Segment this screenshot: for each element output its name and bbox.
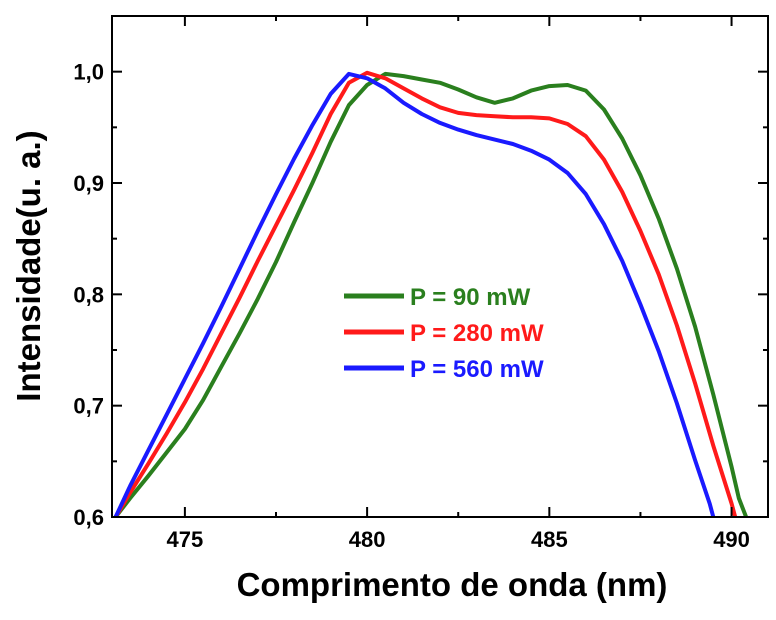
y-tick-label: 0,8 — [73, 282, 104, 307]
series-line-2 — [113, 70, 738, 517]
plot-frame — [111, 15, 769, 518]
series-line-1 — [113, 71, 749, 517]
x-tick-label: 480 — [349, 527, 386, 552]
y-tick-label: 0,7 — [73, 394, 104, 419]
series-layer — [113, 70, 749, 517]
y-tick-label: 1,0 — [73, 60, 104, 85]
legend: P = 90 mW P = 280 mW P = 560 mW — [344, 284, 544, 383]
x-tick-label: 475 — [167, 527, 204, 552]
legend-label-2: P = 280 mW — [410, 320, 544, 347]
x-tick-label: 490 — [713, 527, 750, 552]
ticks-layer: 475 480 485 490 0,6 0,7 0,8 0,9 1,0 — [73, 16, 768, 552]
x-axis-title: Comprimento de onda (nm) — [237, 566, 668, 603]
series-line-3 — [113, 71, 716, 517]
legend-label-3: P = 560 mW — [410, 356, 544, 383]
legend-label-1: P = 90 mW — [410, 284, 531, 311]
y-tick-label: 0,9 — [73, 171, 104, 196]
y-tick-label: 0,6 — [73, 505, 104, 530]
x-tick-label: 485 — [531, 527, 568, 552]
y-axis-title: Intensidade(u. a.) — [10, 130, 47, 401]
